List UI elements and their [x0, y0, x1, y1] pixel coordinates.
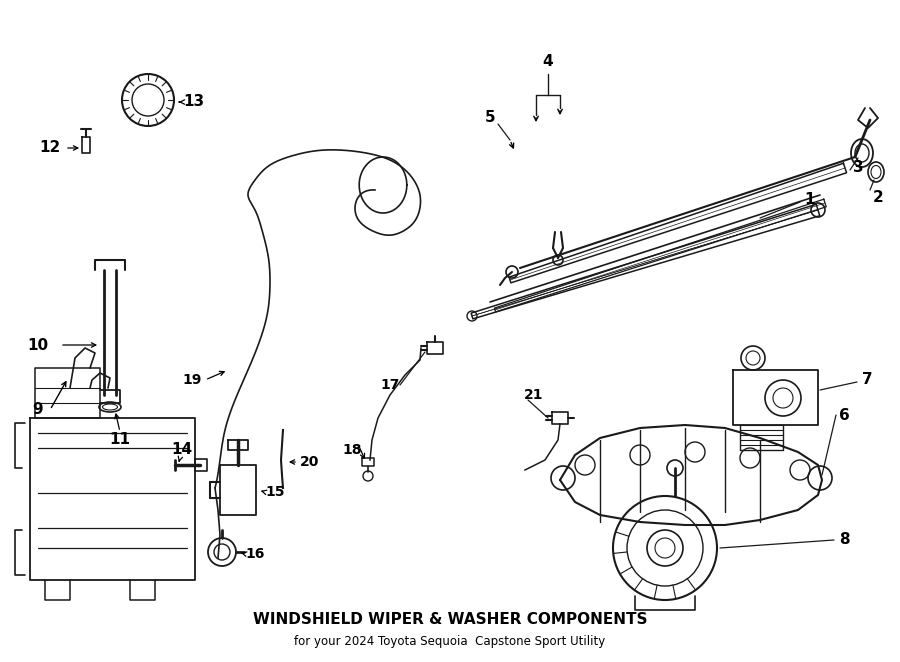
Text: 16: 16 — [246, 547, 265, 561]
Text: 4: 4 — [543, 54, 553, 70]
Ellipse shape — [871, 166, 881, 179]
Text: 6: 6 — [839, 408, 850, 422]
Ellipse shape — [855, 144, 869, 162]
Text: 5: 5 — [485, 111, 495, 126]
Text: 21: 21 — [524, 388, 544, 402]
Text: 11: 11 — [110, 432, 130, 448]
Text: 10: 10 — [27, 338, 49, 352]
Text: 20: 20 — [301, 455, 320, 469]
Text: 1: 1 — [805, 193, 815, 207]
Circle shape — [655, 538, 675, 558]
Text: 17: 17 — [381, 378, 400, 392]
Circle shape — [132, 84, 164, 116]
Text: for your 2024 Toyota Sequoia  Capstone Sport Utility: for your 2024 Toyota Sequoia Capstone Sp… — [294, 636, 606, 649]
Text: 19: 19 — [183, 373, 202, 387]
Circle shape — [122, 74, 174, 126]
Text: 15: 15 — [266, 485, 284, 499]
Text: WINDSHIELD WIPER & WASHER COMPONENTS: WINDSHIELD WIPER & WASHER COMPONENTS — [253, 612, 647, 628]
Text: 12: 12 — [40, 140, 60, 156]
Text: 8: 8 — [839, 532, 850, 547]
Text: 13: 13 — [184, 95, 204, 109]
Text: 14: 14 — [171, 442, 193, 457]
Circle shape — [613, 496, 717, 600]
Circle shape — [647, 530, 683, 566]
Circle shape — [741, 346, 765, 370]
Text: 7: 7 — [861, 373, 872, 387]
Ellipse shape — [851, 139, 873, 167]
Circle shape — [214, 544, 230, 560]
Text: 2: 2 — [873, 191, 884, 205]
Circle shape — [627, 510, 703, 586]
Circle shape — [746, 351, 760, 365]
Text: 18: 18 — [342, 443, 362, 457]
Text: 3: 3 — [852, 160, 863, 175]
Circle shape — [208, 538, 236, 566]
Text: 9: 9 — [32, 402, 43, 418]
Ellipse shape — [868, 162, 884, 182]
